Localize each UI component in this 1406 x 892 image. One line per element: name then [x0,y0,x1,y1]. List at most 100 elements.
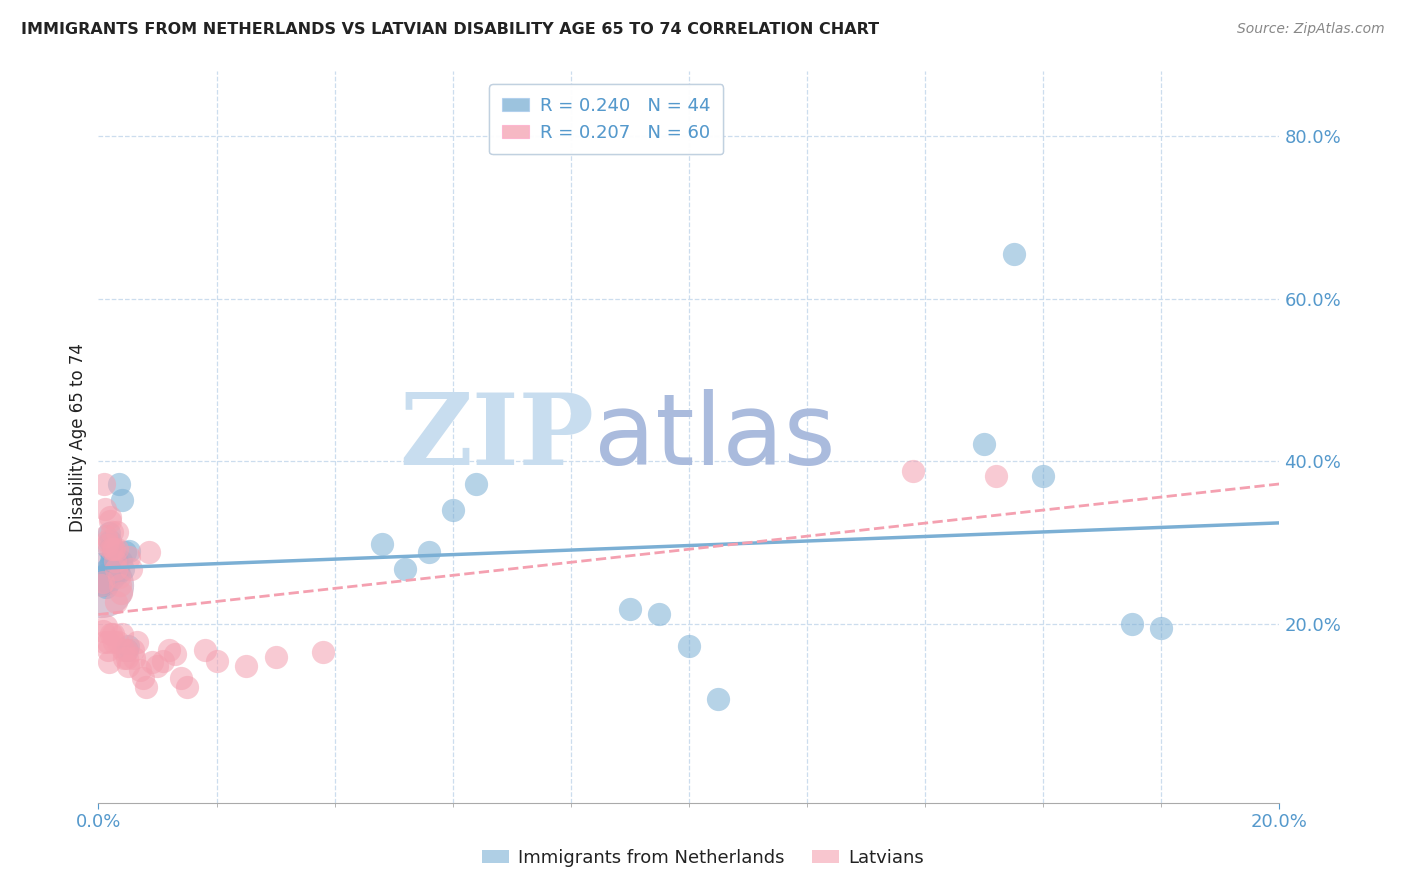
Point [120,562,142,576]
Point [114,643,136,657]
Point [112,643,135,657]
Point [94,580,117,594]
Point [90,578,112,592]
Point [441,503,464,517]
Point [105,566,128,580]
Point [157,643,180,657]
Point [105,542,128,557]
Point [97,635,120,649]
Point [110,586,132,600]
Point [96,570,118,584]
Point [121,643,143,657]
Point [1032,469,1054,483]
Point [1150,621,1173,635]
Point [97,643,120,657]
Point [115,643,138,657]
Point [115,651,138,665]
Point [105,595,128,609]
Point [418,545,440,559]
Point [264,649,287,664]
Point [91,574,114,589]
Text: IMMIGRANTS FROM NETHERLANDS VS LATVIAN DISABILITY AGE 65 TO 74 CORRELATION CHART: IMMIGRANTS FROM NETHERLANDS VS LATVIAN D… [21,22,879,37]
Point [1002,247,1025,261]
Point [108,570,131,584]
Point [98,655,121,669]
Point [104,562,127,576]
Point [205,654,228,668]
Point [111,626,134,640]
Point [107,635,129,649]
Point [98,534,121,549]
Y-axis label: Disability Age 65 to 74: Disability Age 65 to 74 [69,343,87,532]
Point [94,501,117,516]
Point [194,643,217,657]
Point [170,672,193,686]
Point [707,691,730,706]
Point [105,553,128,567]
Point [101,550,124,565]
Point [93,635,115,649]
Point [91,578,114,592]
Point [93,477,115,491]
Point [101,542,124,557]
Point [94,618,117,632]
Text: atlas: atlas [595,389,837,485]
Point [165,647,187,661]
Point [103,562,125,576]
Point [112,562,135,576]
Point [94,529,117,543]
Point [100,566,122,581]
Point [973,436,995,450]
Point [125,635,148,649]
Text: Source: ZipAtlas.com: Source: ZipAtlas.com [1237,22,1385,37]
Point [90,578,112,592]
Point [394,562,416,576]
Point [465,477,488,491]
Point [152,654,174,668]
Point [122,651,145,665]
Point [1121,617,1143,632]
Legend: Immigrants from Netherlands, Latvians: Immigrants from Netherlands, Latvians [475,842,931,874]
Point [96,562,118,576]
Point [135,680,157,694]
Point [98,526,121,541]
Point [104,562,127,576]
Point [91,624,114,638]
Point [108,477,131,491]
Point [103,626,125,640]
Point [100,553,122,567]
Point [619,602,641,616]
Point [105,525,128,540]
Point [678,639,700,653]
Point [98,509,121,524]
Point [176,680,198,694]
Point [100,542,122,557]
Point [146,659,169,673]
Point [110,553,132,567]
Point [97,576,120,591]
Point [90,578,112,592]
Point [112,651,135,665]
Point [100,626,122,640]
Point [132,672,155,686]
Point [98,514,121,528]
Point [94,574,117,589]
Point [111,493,134,508]
Point [98,558,121,573]
Point [235,659,257,673]
Point [103,571,125,585]
Point [93,568,115,582]
Point [104,553,127,567]
Point [648,607,671,622]
Point [903,464,925,478]
Point [103,635,125,649]
Point [371,537,394,551]
Point [103,542,125,557]
Point [312,645,335,659]
Point [98,542,121,557]
Point [108,578,131,592]
Point [114,545,136,559]
Point [107,566,129,580]
Point [138,545,160,559]
Point [103,550,125,565]
